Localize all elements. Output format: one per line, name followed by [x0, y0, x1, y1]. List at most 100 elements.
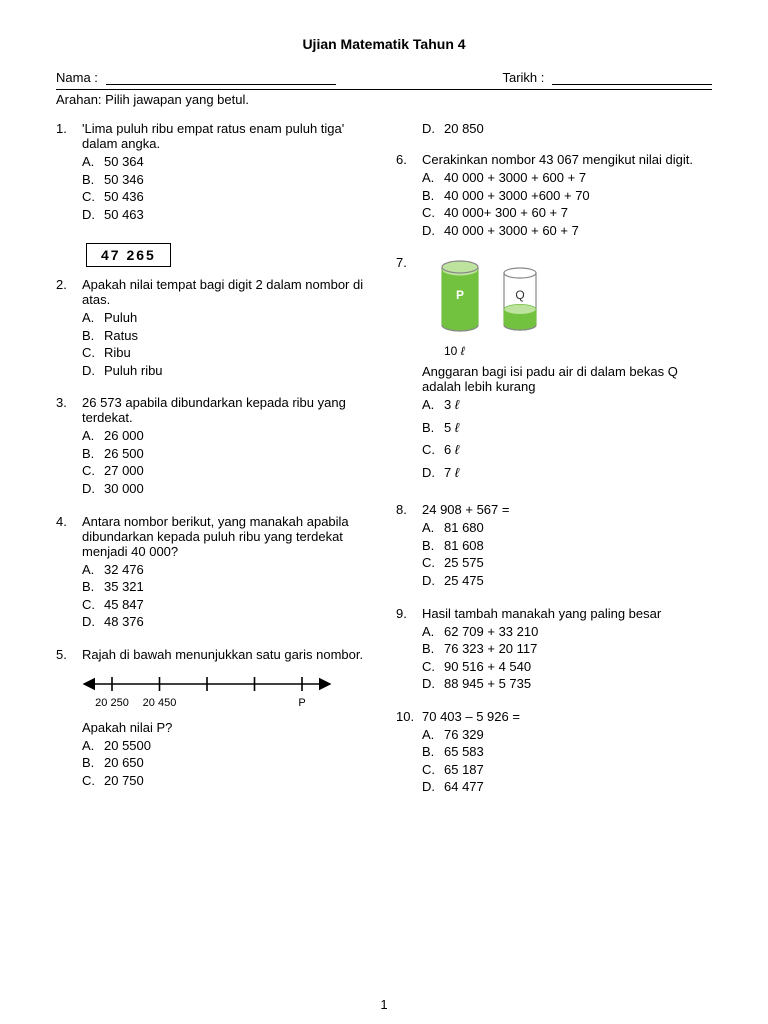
option-b[interactable]: B.Ratus	[82, 327, 372, 345]
tarikh-label: Tarikh :	[502, 70, 544, 85]
qnum: 8.	[396, 502, 422, 589]
option-b[interactable]: B.76 323 + 20 117	[422, 640, 712, 658]
option-c[interactable]: C.65 187	[422, 761, 712, 779]
options: A.3 ℓ B.5 ℓ C.6 ℓ D.7 ℓ	[422, 396, 712, 481]
question-3: 3. 26 573 apabila dibundarkan kepada rib…	[56, 395, 372, 497]
qnum: 6.	[396, 152, 422, 239]
option-c[interactable]: C.90 516 + 4 540	[422, 658, 712, 676]
tarikh-blank[interactable]	[552, 84, 712, 85]
options: A.26 000 B.26 500 C.27 000 D.30 000	[82, 427, 372, 497]
question-10: 10. 70 403 – 5 926 = A.76 329 B.65 583 C…	[396, 709, 712, 796]
option-d[interactable]: D.Puluh ribu	[82, 362, 372, 380]
option-a[interactable]: A.3 ℓ	[422, 396, 712, 414]
header-line: Nama : Tarikh :	[56, 70, 712, 85]
option-a[interactable]: A.40 000 + 3000 + 600 + 7	[422, 169, 712, 187]
option-b[interactable]: B.40 000 + 3000 +600 + 70	[422, 187, 712, 205]
cylinders-caption: 10 ℓ	[444, 344, 712, 358]
qnum: 2.	[56, 277, 82, 379]
option-b[interactable]: B.20 650	[82, 754, 372, 772]
option-a[interactable]: A.81 680	[422, 519, 712, 537]
question-8: 8. 24 908 + 567 = A.81 680 B.81 608 C.25…	[396, 502, 712, 589]
qtext: 70 403 – 5 926 =	[422, 709, 712, 724]
option-a[interactable]: A.32 476	[82, 561, 372, 579]
option-c[interactable]: C.6 ℓ	[422, 441, 712, 459]
option-c[interactable]: C.27 000	[82, 462, 372, 480]
option-b[interactable]: B.5 ℓ	[422, 419, 712, 437]
question-9: 9. Hasil tambah manakah yang paling besa…	[396, 606, 712, 693]
option-a[interactable]: A.26 000	[82, 427, 372, 445]
option-c[interactable]: C.Ribu	[82, 344, 372, 362]
page-number: 1	[0, 997, 768, 1012]
svg-text:Q: Q	[515, 288, 524, 302]
nama-field: Nama :	[56, 70, 336, 85]
qnum: 10.	[396, 709, 422, 796]
option-d[interactable]: D.30 000	[82, 480, 372, 498]
options: A.Puluh B.Ratus C.Ribu D.Puluh ribu	[82, 309, 372, 379]
option-b[interactable]: B.65 583	[422, 743, 712, 761]
option-b[interactable]: B.81 608	[422, 537, 712, 555]
option-b[interactable]: B.26 500	[82, 445, 372, 463]
qnum: 1.	[56, 121, 82, 223]
qtext-after: Apakah nilai P?	[82, 720, 372, 735]
options: A.81 680 B.81 608 C.25 575 D.25 475	[422, 519, 712, 589]
option-a[interactable]: A.Puluh	[82, 309, 372, 327]
question-6: 6. Cerakinkan nombor 43 067 mengikut nil…	[396, 152, 712, 239]
option-d[interactable]: D.7 ℓ	[422, 464, 712, 482]
option-c[interactable]: C.25 575	[422, 554, 712, 572]
instructions: Arahan: Pilih jawapan yang betul.	[56, 92, 712, 107]
qnum: 4.	[56, 514, 82, 631]
qnum: 3.	[56, 395, 82, 497]
page-title: Ujian Matematik Tahun 4	[56, 36, 712, 52]
options: A.76 329 B.65 583 C.65 187 D.64 477	[422, 726, 712, 796]
option-a[interactable]: A.20 5500	[82, 737, 372, 755]
question-4: 4. Antara nombor berikut, yang manakah a…	[56, 514, 372, 631]
option-d[interactable]: D.64 477	[422, 778, 712, 796]
option-a[interactable]: A.50 364	[82, 153, 372, 171]
option-c[interactable]: C.45 847	[82, 596, 372, 614]
nama-blank[interactable]	[106, 84, 336, 85]
qtext: Apakah nilai tempat bagi digit 2 dalam n…	[82, 277, 372, 307]
option-c[interactable]: C.20 750	[82, 772, 372, 790]
qtext: Antara nombor berikut, yang manakah apab…	[82, 514, 372, 559]
option-d[interactable]: D.48 376	[82, 613, 372, 631]
boxed-number-value: 47 265	[86, 243, 171, 267]
qtext: Cerakinkan nombor 43 067 mengikut nilai …	[422, 152, 712, 167]
question-7: 7. PQ 10 ℓ Anggaran bagi isi padu air di…	[396, 255, 712, 486]
option-a[interactable]: A.76 329	[422, 726, 712, 744]
options: A.50 364 B.50 346 C.50 436 D.50 463	[82, 153, 372, 223]
option-d[interactable]: D.50 463	[82, 206, 372, 224]
svg-text:20 250: 20 250	[95, 697, 129, 709]
column-left: 1. 'Lima puluh ribu empat ratus enam pul…	[56, 121, 372, 812]
option-a[interactable]: A.62 709 + 33 210	[422, 623, 712, 641]
question-1: 1. 'Lima puluh ribu empat ratus enam pul…	[56, 121, 372, 223]
options: A.20 5500 B.20 650 C.20 750	[82, 737, 372, 790]
question-5: 5. Rajah di bawah menunjukkan satu garis…	[56, 647, 372, 790]
question-2: 2. Apakah nilai tempat bagi digit 2 dala…	[56, 277, 372, 379]
qnum: 9.	[396, 606, 422, 693]
qtext: Hasil tambah manakah yang paling besar	[422, 606, 712, 621]
options: A.32 476 B.35 321 C.45 847 D.48 376	[82, 561, 372, 631]
option-b[interactable]: B.50 346	[82, 171, 372, 189]
cylinders-svg: PQ	[430, 259, 570, 339]
header-rule	[56, 89, 712, 90]
option-c[interactable]: C.50 436	[82, 188, 372, 206]
option-c[interactable]: C.40 000+ 300 + 60 + 7	[422, 204, 712, 222]
qtext: 'Lima puluh ribu empat ratus enam puluh …	[82, 121, 372, 151]
nama-label: Nama :	[56, 70, 98, 85]
qtext: 24 908 + 567 =	[422, 502, 712, 517]
option-d[interactable]: D.25 475	[422, 572, 712, 590]
options: A.40 000 + 3000 + 600 + 7 B.40 000 + 300…	[422, 169, 712, 239]
option-d[interactable]: D.88 945 + 5 735	[422, 675, 712, 693]
option-d[interactable]: D.40 000 + 3000 + 60 + 7	[422, 222, 712, 240]
option-b[interactable]: B.35 321	[82, 578, 372, 596]
svg-text:20 450: 20 450	[143, 697, 177, 709]
qnum: 5.	[56, 647, 82, 790]
options: A.62 709 + 33 210 B.76 323 + 20 117 C.90…	[422, 623, 712, 693]
qtext: Rajah di bawah menunjukkan satu garis no…	[82, 647, 372, 662]
qtext: Anggaran bagi isi padu air di dalam beka…	[422, 364, 712, 394]
tarikh-field: Tarikh :	[502, 70, 712, 85]
number-line-svg: 20 25020 450P	[82, 668, 332, 714]
question-5-option-d[interactable]: D. 20 850	[422, 121, 712, 136]
number-line-figure: 20 25020 450P	[82, 668, 372, 714]
svg-text:P: P	[456, 288, 464, 302]
